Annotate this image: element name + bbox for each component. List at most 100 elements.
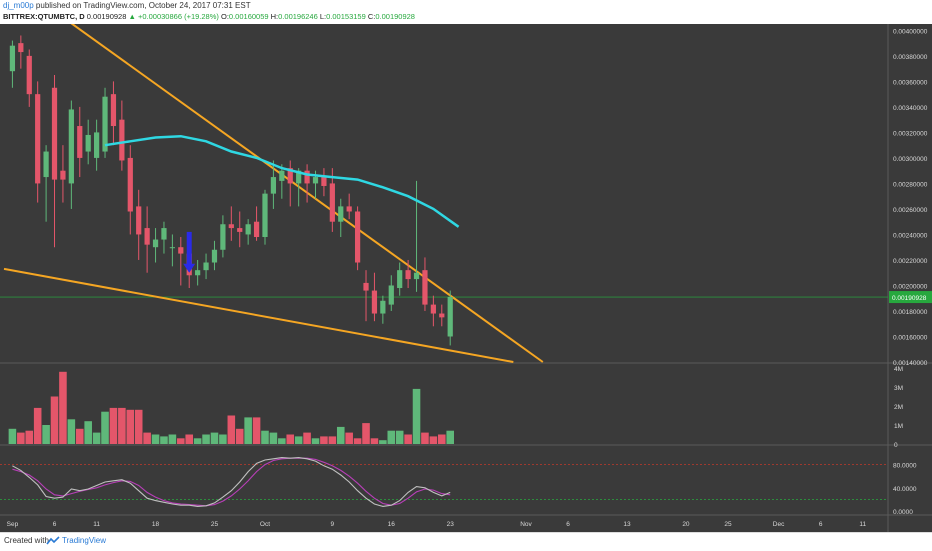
price-tick-label: 0.00340000 xyxy=(893,105,928,112)
candle-body xyxy=(136,206,142,235)
volume-bar xyxy=(353,438,362,444)
date-tick-label: Sep xyxy=(7,521,19,528)
volume-bar xyxy=(59,371,67,444)
candle xyxy=(253,206,260,241)
arrow-annotation xyxy=(183,231,196,273)
volume-bar xyxy=(42,425,50,444)
price-tick-label: 0.00300000 xyxy=(893,156,928,163)
publish-line: dj_m00p published on TradingView.com, Oc… xyxy=(3,1,251,10)
volume-bar xyxy=(412,388,421,444)
candle xyxy=(161,221,167,254)
volume-bar xyxy=(50,396,59,444)
volume-tick-label: 0 xyxy=(894,442,898,449)
candle-body xyxy=(338,206,344,222)
volume-bar xyxy=(395,430,404,444)
candle-body xyxy=(102,96,108,152)
candle xyxy=(203,253,209,280)
price-tick-label: 0.00160000 xyxy=(893,334,928,341)
volume-bar xyxy=(101,411,109,444)
volume-bar xyxy=(67,419,76,444)
volume-bar xyxy=(379,440,387,444)
candle-body xyxy=(430,304,436,314)
candle-body xyxy=(245,224,251,235)
candle xyxy=(304,164,310,203)
candle xyxy=(110,81,117,146)
candle-body xyxy=(77,126,83,158)
candle xyxy=(68,100,74,209)
tradingview-link[interactable]: TradingView xyxy=(62,536,107,545)
stoch-tick-label: 0.0000 xyxy=(893,509,913,516)
date-tick-label: 6 xyxy=(53,521,57,528)
candle xyxy=(51,75,58,248)
axes: 0.00400000 0.00380000 0.00360000 0.00340000… xyxy=(7,28,932,528)
candle xyxy=(287,160,293,207)
candle xyxy=(296,168,302,207)
close-value: 0.00190928 xyxy=(375,12,415,21)
price-tick-label: 0.00260000 xyxy=(893,207,928,214)
low-label: L: xyxy=(319,12,327,21)
volume-bar xyxy=(345,432,353,444)
candle xyxy=(152,228,159,263)
date-tick-label: Nov xyxy=(520,521,532,528)
volume-bar xyxy=(8,428,17,444)
candle xyxy=(195,259,201,286)
candles xyxy=(9,35,453,346)
date-tick-label: 11 xyxy=(93,521,100,528)
candle xyxy=(371,272,378,322)
open-value: 0.00160059 xyxy=(228,12,269,21)
candle-body xyxy=(144,228,150,245)
close-label: C: xyxy=(367,12,376,21)
volume-bar xyxy=(252,417,261,444)
candle-body xyxy=(93,132,100,158)
candle-body xyxy=(211,249,218,263)
low-value: 0.00153159 xyxy=(326,12,366,21)
candle-body xyxy=(388,285,394,305)
volume-bar xyxy=(177,438,185,444)
candle-body xyxy=(329,183,335,222)
volume-bar xyxy=(143,432,151,444)
volume-bar xyxy=(109,407,118,444)
candle xyxy=(447,290,453,346)
price-tick-label: 0.00200000 xyxy=(893,283,928,290)
candle xyxy=(237,211,243,248)
price-change: ▲ +0.00030866 (+19.28%) xyxy=(128,12,219,21)
date-tick-label: Oct xyxy=(260,521,270,528)
volume-bar xyxy=(261,430,269,444)
volume-bar xyxy=(404,434,412,444)
candle xyxy=(102,87,108,158)
candle xyxy=(338,198,344,238)
volume-bar xyxy=(446,430,454,444)
author-link[interactable]: dj_m00p xyxy=(3,1,34,10)
created-with-text: Created with xyxy=(4,536,49,545)
candle xyxy=(346,193,352,220)
candle-body xyxy=(26,55,32,95)
candle-body xyxy=(321,177,327,186)
candle-body xyxy=(363,282,369,291)
candle-body xyxy=(110,94,117,127)
candle xyxy=(354,206,361,271)
candle-body xyxy=(405,270,411,280)
price-tick-label: 0.00220000 xyxy=(893,258,928,265)
date-tick-label: 25 xyxy=(724,521,732,528)
chart-canvas[interactable]: 0.00400000 0.00380000 0.00360000 0.00340000… xyxy=(0,24,932,532)
volume-bar xyxy=(387,430,396,444)
candle xyxy=(26,49,32,107)
volume-bar xyxy=(210,432,219,444)
candle xyxy=(136,189,142,260)
price-tick-label: 0.00240000 xyxy=(893,232,928,239)
stoch-tick-label: 80.0000 xyxy=(893,463,917,470)
date-tick-label: 16 xyxy=(388,521,396,528)
volume-bar xyxy=(328,436,337,444)
volume-bar xyxy=(244,417,252,444)
candle-body xyxy=(304,170,310,184)
volume-bar xyxy=(118,407,126,444)
volume-bar xyxy=(25,430,34,444)
last-price: 0.00190928 xyxy=(86,12,127,21)
volume-tick-label: 1M xyxy=(894,423,903,430)
candle-body xyxy=(195,270,201,276)
candle xyxy=(262,189,268,245)
candle-body xyxy=(51,87,58,180)
candle-body xyxy=(413,272,420,280)
volume-bar xyxy=(151,434,160,444)
open-label: O: xyxy=(221,12,229,21)
